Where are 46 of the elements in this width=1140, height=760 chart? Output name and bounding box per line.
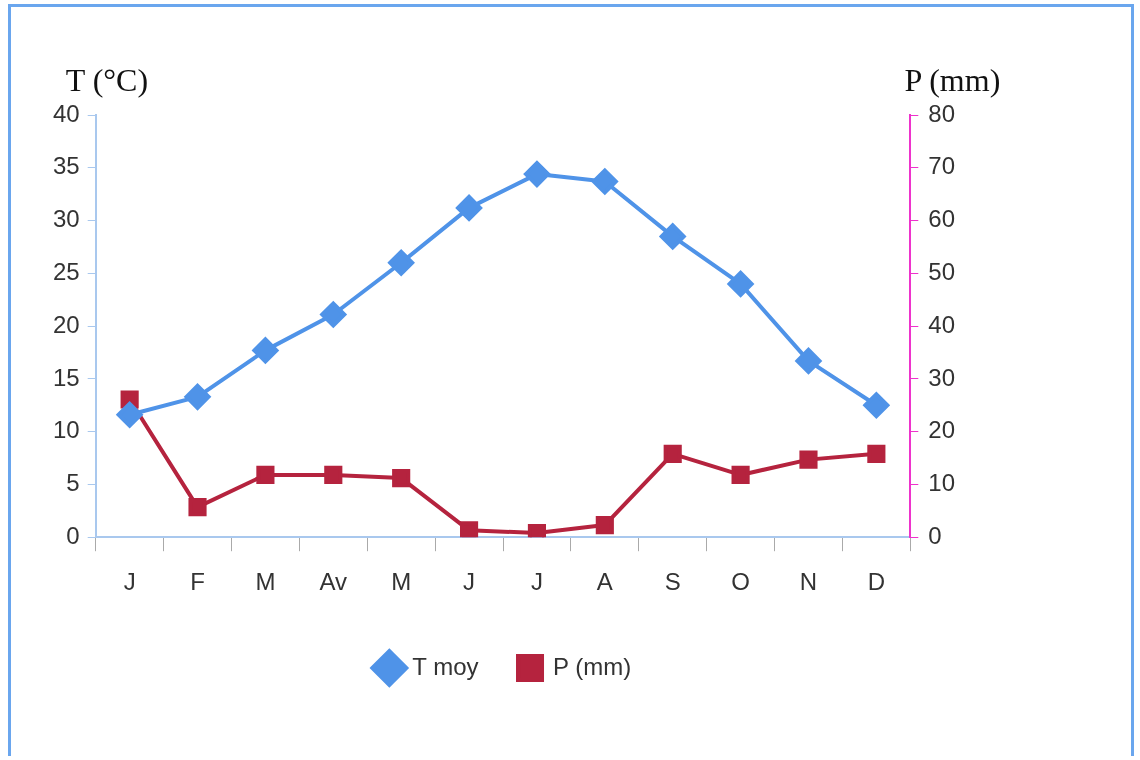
y-tick-label: 15	[52, 363, 80, 391]
point	[591, 168, 618, 195]
y-tick-label: 30	[52, 205, 80, 233]
y-tick-label: 0	[66, 521, 80, 549]
y2-tick-label: 40	[928, 310, 956, 338]
x-tick-label: J	[123, 568, 136, 596]
point	[320, 301, 347, 328]
y2-tick-label: 50	[928, 257, 956, 285]
x-tick-label: M	[255, 568, 276, 596]
point	[659, 223, 686, 250]
y2-tick-label: 60	[928, 205, 956, 233]
point	[456, 194, 483, 221]
y-axis-title: T (°C)	[65, 62, 149, 99]
point	[388, 249, 415, 276]
y2-tick-label: 80	[928, 99, 956, 127]
y-tick-label: 40	[52, 99, 80, 127]
x-tick-label: N	[799, 568, 818, 596]
x-tick-label: D	[867, 568, 886, 596]
y-tick-label: 35	[52, 152, 80, 180]
y2-axis-title: P (mm)	[904, 62, 1001, 99]
y2-tick-label: 70	[928, 152, 956, 180]
y2-tick-label: 0	[928, 521, 942, 549]
y-tick-label: 5	[66, 469, 80, 497]
x-tick-label: O	[731, 568, 750, 596]
x-tick-label: M	[391, 568, 412, 596]
x-tick-label: J	[530, 568, 543, 596]
x-tick-label: J	[463, 568, 476, 596]
point	[116, 401, 143, 428]
point	[727, 270, 754, 297]
point	[252, 337, 279, 364]
y2-tick-label: 20	[928, 416, 956, 444]
x-tick-label: F	[190, 568, 205, 596]
x-tick-label: S	[664, 568, 681, 596]
legend-label: P (mm)	[553, 652, 632, 680]
point	[523, 161, 550, 188]
legend-label: T moy	[412, 652, 479, 680]
y2-tick-label: 10	[928, 469, 956, 497]
point	[795, 347, 822, 374]
y-tick-label: 20	[52, 310, 80, 338]
y-tick-label: 25	[52, 257, 80, 285]
y2-tick-label: 30	[928, 363, 956, 391]
point	[863, 392, 890, 419]
y-tick-label: 10	[52, 416, 80, 444]
point	[184, 383, 211, 410]
x-tick-label: Av	[319, 568, 348, 596]
x-tick-label: A	[596, 568, 613, 596]
